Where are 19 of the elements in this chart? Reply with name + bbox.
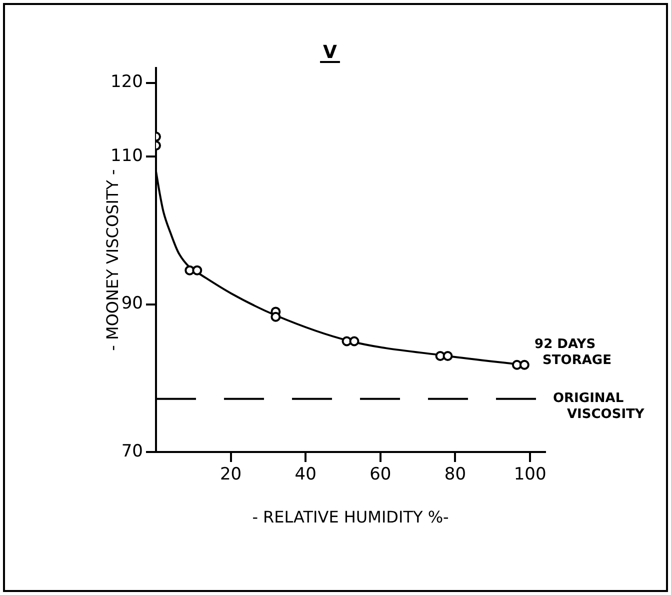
x-tick-label: 20	[220, 464, 242, 485]
point	[519, 360, 530, 370]
point	[192, 265, 202, 276]
y-tick-label: 110	[110, 146, 143, 166]
point	[442, 351, 453, 361]
ref-line-label: ORIGINAL VISCOSITY	[553, 391, 645, 422]
x-tick-label: 100	[514, 464, 546, 485]
chart-title: V	[323, 42, 338, 63]
x-tick-label: 80	[444, 464, 466, 485]
x-tick-label: 40	[294, 464, 316, 485]
y-tick-label: 70	[121, 441, 143, 462]
y-tick-label: 120	[110, 72, 143, 92]
x-axis-title: - RELATIVE HUMIDITY %-	[252, 508, 449, 527]
x-tick-label: 60	[370, 464, 392, 485]
point	[349, 336, 360, 346]
annotation: 92 DAYS STORAGE	[534, 337, 612, 368]
point	[270, 312, 281, 322]
y-axis-title: - MOONEY VISCOSITY -	[102, 169, 122, 351]
y-tick-label: 90	[121, 294, 143, 314]
